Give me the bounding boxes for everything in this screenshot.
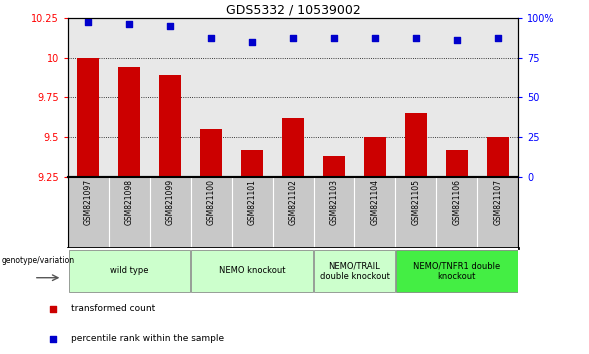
Text: transformed count: transformed count <box>71 304 155 313</box>
Point <box>48 336 58 342</box>
Text: GSM821098: GSM821098 <box>125 179 134 225</box>
Text: GSM821100: GSM821100 <box>207 179 216 225</box>
Point <box>289 36 298 41</box>
Title: GDS5332 / 10539002: GDS5332 / 10539002 <box>226 4 360 17</box>
Text: GSM821097: GSM821097 <box>84 179 92 225</box>
Text: GSM821104: GSM821104 <box>370 179 379 225</box>
Point <box>452 37 462 43</box>
Bar <box>323 156 345 177</box>
Text: NEMO knockout: NEMO knockout <box>219 266 285 275</box>
Point <box>124 21 134 27</box>
Bar <box>405 113 427 177</box>
Text: GSM821107: GSM821107 <box>494 179 502 225</box>
Point <box>329 36 339 41</box>
Text: GSM821106: GSM821106 <box>452 179 461 225</box>
Point <box>48 306 58 312</box>
Bar <box>446 150 468 177</box>
Text: wild type: wild type <box>110 266 148 275</box>
Point <box>247 39 257 45</box>
Bar <box>159 75 181 177</box>
Point <box>206 36 216 41</box>
Point <box>370 36 380 41</box>
Point <box>411 36 421 41</box>
Bar <box>241 150 263 177</box>
Text: GSM821102: GSM821102 <box>289 179 297 225</box>
Text: GSM821101: GSM821101 <box>247 179 257 225</box>
Text: GSM821103: GSM821103 <box>329 179 339 225</box>
Bar <box>191 250 313 292</box>
Bar <box>396 250 518 292</box>
Text: GSM821099: GSM821099 <box>166 179 175 225</box>
Text: NEMO/TRAIL
double knockout: NEMO/TRAIL double knockout <box>320 261 389 280</box>
Bar <box>363 137 386 177</box>
Bar <box>200 129 223 177</box>
Text: NEMO/TNFR1 double
knockout: NEMO/TNFR1 double knockout <box>413 261 501 280</box>
Text: genotype/variation: genotype/variation <box>1 256 74 265</box>
Bar <box>77 57 100 177</box>
Text: GSM821105: GSM821105 <box>411 179 421 225</box>
Bar <box>118 67 140 177</box>
Point <box>166 23 175 29</box>
Bar <box>282 118 305 177</box>
Bar <box>315 250 395 292</box>
Point <box>493 36 502 41</box>
Bar <box>68 250 190 292</box>
Bar <box>487 137 509 177</box>
Point <box>84 19 93 25</box>
Text: percentile rank within the sample: percentile rank within the sample <box>71 335 224 343</box>
